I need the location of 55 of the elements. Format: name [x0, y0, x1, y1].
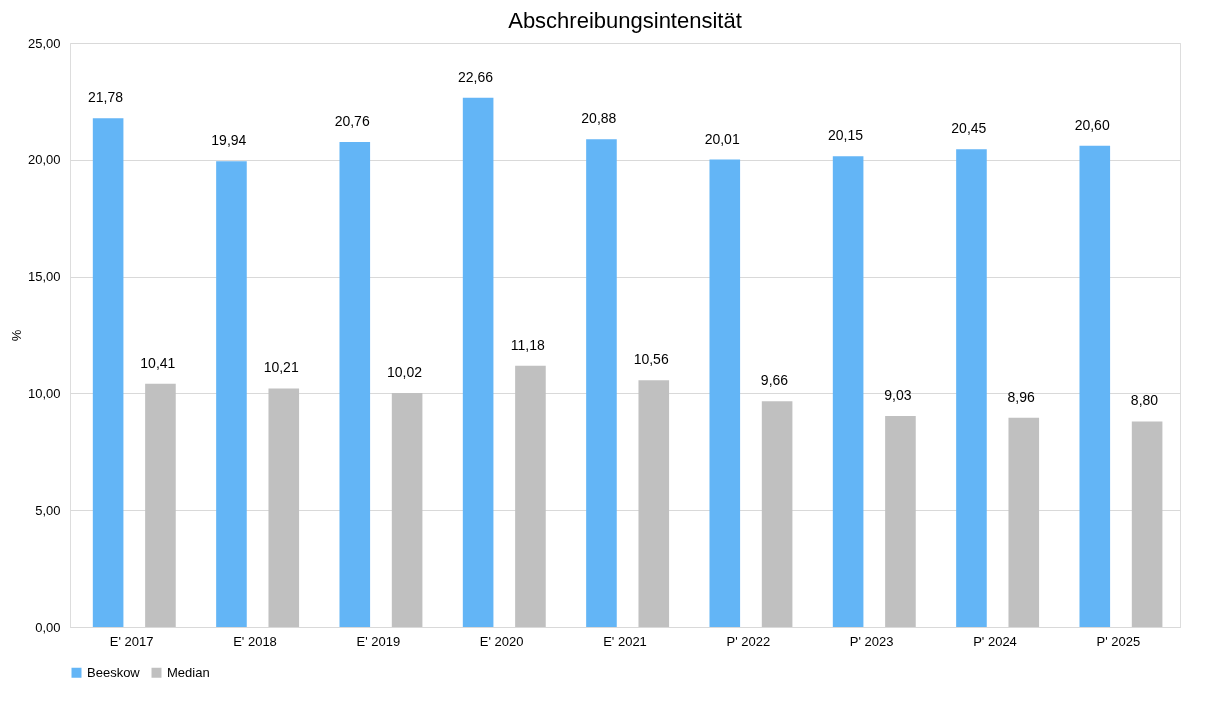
y-tick-label: 25,00 [27, 35, 61, 51]
x-tick-label: P' 2024 [973, 633, 1017, 649]
data-label: 8,96 [1007, 388, 1035, 405]
bar [956, 149, 987, 627]
bar [462, 97, 494, 627]
bar [515, 365, 546, 627]
x-tick-label: E' 2018 [233, 633, 277, 649]
bar [391, 392, 423, 627]
chart-title: Abschreibungsintensität [508, 8, 742, 33]
bar [216, 161, 247, 627]
y-tick-label: 15,00 [27, 269, 61, 285]
x-tick-label: E' 2021 [603, 633, 647, 649]
bar [1131, 421, 1163, 627]
legend-label: Beeskow [87, 664, 141, 680]
data-label: 21,78 [87, 89, 124, 106]
data-label: 20,01 [704, 130, 740, 147]
bar [586, 139, 617, 627]
x-tick-label: P' 2025 [1096, 633, 1141, 649]
x-tick-label: P' 2022 [726, 633, 771, 649]
y-tick-label: 10,00 [27, 385, 61, 401]
data-label: 10,56 [633, 351, 669, 368]
bar [339, 142, 371, 627]
bar [885, 416, 916, 627]
data-label: 20,45 [951, 120, 987, 137]
data-label: 9,66 [760, 372, 789, 389]
data-label: 20,76 [334, 113, 370, 130]
data-label: 20,88 [581, 110, 617, 127]
bar [1008, 417, 1040, 627]
y-tick-label: 20,00 [27, 152, 61, 168]
data-label: 8,80 [1130, 392, 1159, 409]
bar [761, 401, 793, 627]
data-label: 10,02 [386, 363, 423, 380]
x-tick-label: E' 2017 [109, 633, 154, 649]
data-label: 11,18 [510, 336, 546, 353]
x-tick-label: P' 2023 [849, 633, 894, 649]
data-label: 10,41 [140, 354, 176, 371]
data-label: 9,03 [884, 387, 912, 404]
x-tick-label: E' 2019 [356, 633, 401, 649]
y-axis-title: % [8, 329, 24, 342]
bar [268, 388, 300, 627]
legend-label: Median [167, 664, 210, 680]
bar [145, 383, 176, 627]
data-label: 22,66 [457, 68, 494, 85]
bar [638, 380, 670, 627]
y-tick-label: 0,00 [35, 619, 61, 635]
bar [92, 118, 124, 627]
bar [1079, 145, 1111, 627]
bar [709, 159, 741, 627]
data-label: 20,15 [827, 127, 864, 144]
bar [832, 156, 864, 627]
data-label: 20,60 [1074, 116, 1110, 133]
y-tick-label: 5,00 [35, 502, 61, 518]
x-tick-label: E' 2020 [479, 633, 524, 649]
data-label: 10,21 [263, 359, 299, 376]
data-label: 19,94 [211, 132, 247, 149]
